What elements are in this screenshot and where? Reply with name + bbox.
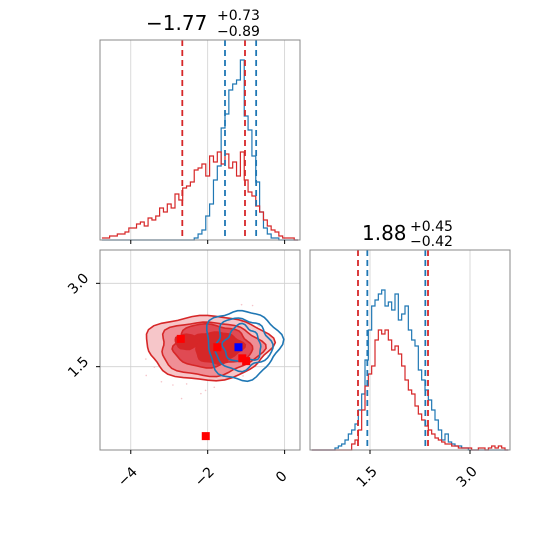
x-ticks: −4 −2 0: [115, 450, 291, 490]
histogram-panel-param1: [99, 39, 301, 244]
x-ticks: [130, 240, 286, 244]
x-tick-label: 1.5: [354, 464, 381, 491]
blue-contour-level-3: [221, 322, 262, 363]
histogram-series: [311, 289, 509, 451]
title-param2: 1.88 +0.45 −0.42: [362, 219, 453, 250]
title-param2-plus: +0.45: [410, 219, 453, 235]
axes-frame: [99, 39, 301, 241]
x-tick-label: −2: [192, 464, 218, 490]
title-param1: −1.77 +0.73 −0.89: [146, 8, 260, 40]
red-square-marker: [213, 343, 222, 352]
markers: [176, 334, 251, 441]
grid: [369, 250, 471, 450]
red-square-marker: [242, 357, 251, 366]
scatter-point: [160, 380, 163, 383]
scatter-point: [145, 374, 148, 377]
histogram-step-line: [101, 59, 299, 241]
grid: [130, 40, 286, 240]
scatter-point: [145, 358, 147, 360]
y-tick-label: 3.0: [65, 271, 92, 298]
scatter-point: [172, 384, 174, 386]
x-tick-label: 0: [273, 468, 291, 486]
quantile-lines: [357, 250, 429, 450]
title-param1-minus: −0.89: [217, 24, 260, 40]
histogram-series: [101, 59, 299, 241]
x-tick-label: −4: [115, 464, 141, 490]
histogram-step-line: [311, 289, 509, 451]
red-square-marker: [201, 432, 210, 441]
scatter-point: [185, 383, 188, 385]
histogram-panel-param2: 1.5 3.0: [309, 249, 511, 491]
scatter-point: [180, 397, 183, 400]
x-ticks: 1.5 3.0: [354, 450, 481, 491]
quantile-lines: [181, 40, 258, 240]
title-param1-median: −1.77: [146, 11, 207, 35]
scatter-point: [242, 375, 244, 377]
title-param2-median: 1.88: [362, 221, 407, 245]
scatter-point: [153, 366, 156, 368]
scatter-point: [258, 325, 260, 327]
axes-frame: [309, 249, 511, 451]
y-tick-label: 1.5: [65, 354, 92, 381]
contour-panel: −4 −2 0 1.5 3.0: [65, 249, 301, 490]
x-tick-label: 3.0: [454, 464, 481, 491]
red-contours: [145, 314, 277, 382]
title-param1-plus: +0.73: [217, 8, 260, 24]
red-square-marker: [176, 334, 185, 343]
histogram-step-line: [101, 151, 299, 241]
y-ticks: 1.5 3.0: [65, 271, 100, 381]
blue-square-marker: [234, 343, 243, 352]
scatter-point: [200, 392, 202, 395]
blue-contour-level-1: [206, 309, 285, 383]
scatter-point: [204, 389, 207, 392]
scatter-point: [240, 303, 243, 306]
scatter-point: [213, 386, 216, 389]
histogram-step-line: [311, 329, 509, 451]
axes-frame: [99, 249, 301, 451]
title-param2-minus: −0.42: [410, 234, 453, 250]
scatter-point: [251, 304, 254, 307]
